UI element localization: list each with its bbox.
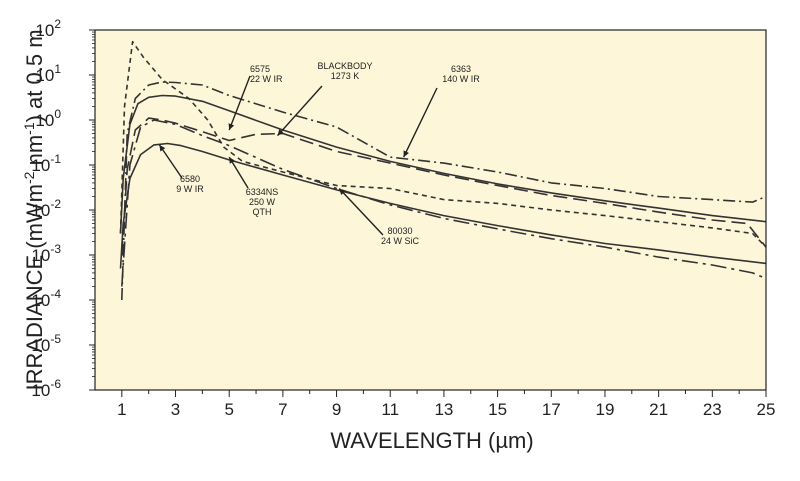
y-tick-label: 102 [35, 17, 61, 40]
x-tick-label: 5 [224, 400, 233, 419]
y-tick-label: 10-4 [31, 287, 61, 310]
x-tick-label: 3 [171, 400, 180, 419]
annotation-label: 6575 [250, 64, 270, 74]
x-axis-title: WAVELENGTH (µm) [330, 428, 533, 453]
x-tick-label: 9 [332, 400, 341, 419]
x-tick-label: 23 [703, 400, 722, 419]
annotation-leader [403, 87, 438, 158]
annotation-leader [276, 85, 323, 137]
annotation-label: 140 W IR [442, 74, 480, 84]
annotation-arrowhead [229, 157, 235, 164]
y-tick-label: 10-3 [31, 242, 61, 265]
y-axis-title-part2: nm [22, 135, 47, 172]
annotation-leader [158, 144, 183, 179]
x-tick-label: 19 [595, 400, 614, 419]
x-tick-label: 17 [542, 400, 561, 419]
annotation-arrowhead [228, 123, 235, 130]
y-axis-title: IRRADIANCE (mWm-2 nm-1) at 0.5 m [21, 29, 47, 390]
annotation-label: 22 W IR [250, 74, 283, 84]
annotation-label: 6580 [180, 174, 200, 184]
annotation-label: 9 W IR [176, 184, 204, 194]
x-tick-label: 15 [488, 400, 507, 419]
annotation-arrowhead [339, 188, 346, 195]
annotation-label: 250 W [249, 197, 276, 207]
annotation-label: 6334NS [246, 187, 279, 197]
annotation-arrowhead [159, 144, 166, 152]
y-tick-label: 100 [35, 107, 61, 130]
annotation-label: BLACKBODY [317, 61, 372, 71]
y-tick-label: 10-6 [31, 377, 61, 400]
annotation-leader [228, 156, 249, 189]
series-line [119, 40, 767, 248]
y-axis-title-part1: IRRADIANCE (mWm [22, 184, 47, 391]
annotation-arrowhead [403, 150, 409, 158]
plot-background [95, 30, 766, 390]
annotation-label: 80030 [387, 226, 412, 236]
series-line [121, 117, 767, 256]
annotation-label: QTH [253, 207, 272, 217]
y-tick-label: 10-5 [31, 332, 61, 355]
y-tick-label: 10-2 [31, 197, 61, 220]
annotation-label: 6363 [451, 64, 471, 74]
x-tick-label: 25 [757, 400, 776, 419]
x-tick-label: 13 [434, 400, 453, 419]
annotation-label: 1273 K [331, 71, 360, 81]
annotation-leader [228, 75, 251, 131]
series-line [121, 119, 767, 287]
y-tick-label: 10-1 [31, 152, 61, 175]
x-tick-label: 1 [117, 400, 126, 419]
x-tick-label: 21 [649, 400, 668, 419]
x-tick-label: 7 [278, 400, 287, 419]
annotation-label: 24 W SiC [381, 236, 420, 246]
x-tick-label: 11 [381, 400, 399, 419]
series-line [119, 142, 767, 269]
series-line [121, 81, 767, 301]
y-axis-title-exp1: -2 [21, 171, 37, 184]
y-axis-title-exp2: -1 [21, 122, 37, 135]
annotation-leader [338, 188, 384, 236]
y-tick-label: 101 [35, 62, 61, 85]
y-axis-title-part3: ) at 0.5 m [22, 29, 47, 122]
annotation-arrowhead [277, 129, 284, 136]
